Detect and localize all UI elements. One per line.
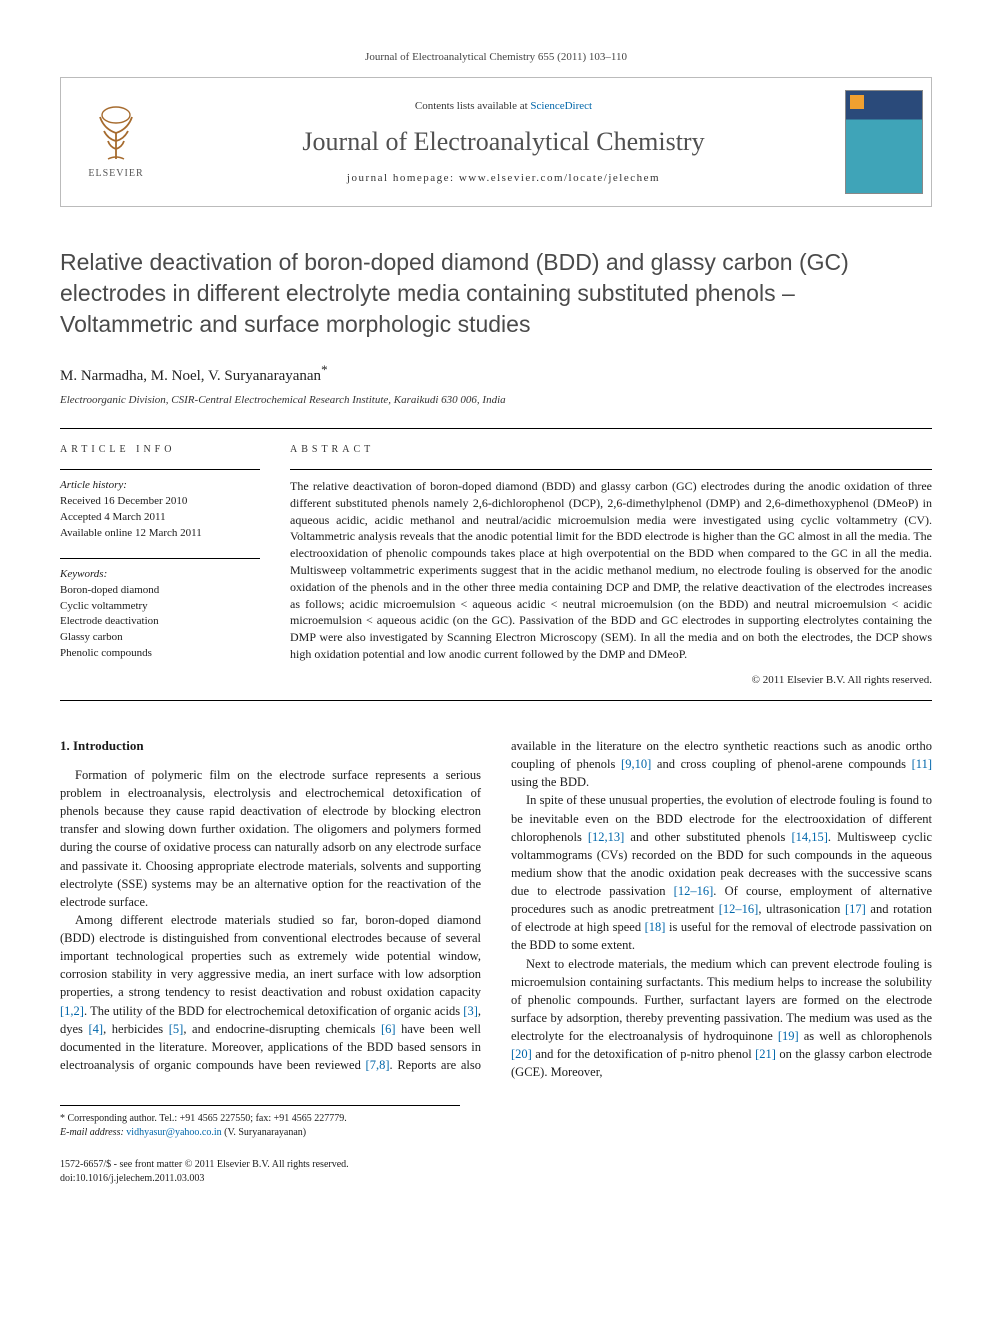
homepage-label: journal homepage:	[347, 172, 459, 184]
keywords-block: Keywords: Boron-doped diamond Cyclic vol…	[60, 567, 260, 663]
homepage-url[interactable]: www.elsevier.com/locate/jelechem	[459, 172, 660, 184]
citation-ref[interactable]: [12–16]	[719, 902, 759, 916]
citation-ref[interactable]: [20]	[511, 1047, 532, 1061]
article-page: Journal of Electroanalytical Chemistry 6…	[0, 0, 992, 1226]
body-text: , and endocrine-disrupting chemicals	[183, 1022, 381, 1036]
citation-ref[interactable]: [4]	[89, 1022, 104, 1036]
info-abstract-row: ARTICLE INFO Article history: Received 1…	[60, 428, 932, 701]
history-label: Article history:	[60, 478, 260, 494]
info-rule-2	[60, 558, 260, 559]
history-online: Available online 12 March 2011	[60, 526, 260, 542]
body-text: , herbicides	[103, 1022, 169, 1036]
article-info-column: ARTICLE INFO Article history: Received 1…	[60, 443, 260, 688]
authors-line: M. Narmadha, M. Noel, V. Suryanarayanan*	[60, 361, 932, 387]
abstract-column: ABSTRACT The relative deactivation of bo…	[290, 443, 932, 688]
journal-name: Journal of Electroanalytical Chemistry	[302, 124, 704, 160]
body-text: , ultrasonication	[758, 902, 845, 916]
article-info-label: ARTICLE INFO	[60, 443, 260, 457]
corresponding-author-footer: * Corresponding author. Tel.: +91 4565 2…	[60, 1105, 460, 1140]
issn-copyright-line: 1572-6657/$ - see front matter © 2011 El…	[60, 1158, 932, 1172]
keyword-item: Glassy carbon	[60, 630, 260, 646]
contents-prefix: Contents lists available at	[415, 100, 530, 112]
citation-ref[interactable]: [12,13]	[588, 830, 624, 844]
email-label: E-mail address:	[60, 1127, 124, 1138]
history-received: Received 16 December 2010	[60, 494, 260, 510]
citation-ref[interactable]: [12–16]	[674, 884, 714, 898]
abstract-text: The relative deactivation of boron-doped…	[290, 478, 932, 663]
citation-ref[interactable]: [11]	[912, 757, 932, 771]
affiliation: Electroorganic Division, CSIR-Central El…	[60, 393, 932, 408]
info-rule-1	[60, 469, 260, 470]
body-text: and other substituted phenols	[624, 830, 791, 844]
abstract-rule	[290, 469, 932, 470]
contents-lists-line: Contents lists available at ScienceDirec…	[415, 99, 592, 114]
citation-line: Journal of Electroanalytical Chemistry 6…	[60, 50, 932, 65]
corresponding-tel-fax: * Corresponding author. Tel.: +91 4565 2…	[60, 1112, 460, 1126]
body-paragraph: Formation of polymeric film on the elect…	[60, 766, 481, 911]
citation-ref[interactable]: [6]	[381, 1022, 396, 1036]
email-attribution: (V. Suryanarayanan)	[224, 1127, 306, 1138]
body-columns: 1. Introduction Formation of polymeric f…	[60, 737, 932, 1081]
cover-thumbnail-cell	[836, 78, 931, 206]
doi-line: doi:10.1016/j.jelechem.2011.03.003	[60, 1172, 932, 1186]
publisher-label: ELSEVIER	[88, 167, 143, 181]
keyword-item: Electrode deactivation	[60, 614, 260, 630]
body-text: as well as chlorophenols	[799, 1029, 932, 1043]
citation-ref[interactable]: [3]	[463, 1004, 478, 1018]
citation-ref[interactable]: [21]	[755, 1047, 776, 1061]
citation-ref[interactable]: [18]	[645, 920, 666, 934]
journal-cover-thumbnail	[845, 90, 923, 194]
article-title: Relative deactivation of boron-doped dia…	[60, 247, 932, 340]
history-accepted: Accepted 4 March 2011	[60, 510, 260, 526]
section-heading-introduction: 1. Introduction	[60, 737, 481, 756]
journal-homepage-line: journal homepage: www.elsevier.com/locat…	[347, 171, 660, 186]
body-text: and cross coupling of phenol-arene compo…	[651, 757, 911, 771]
keyword-item: Boron-doped diamond	[60, 583, 260, 599]
body-text: and for the detoxification of p-nitro ph…	[532, 1047, 755, 1061]
citation-ref[interactable]: [1,2]	[60, 1004, 84, 1018]
corresponding-email-link[interactable]: vidhyasur@yahoo.co.in	[126, 1127, 221, 1138]
elsevier-tree-icon	[86, 103, 146, 163]
authors-text: M. Narmadha, M. Noel, V. Suryanarayanan	[60, 368, 321, 384]
keywords-label: Keywords:	[60, 567, 260, 583]
abstract-label: ABSTRACT	[290, 443, 932, 457]
citation-ref[interactable]: [5]	[169, 1022, 184, 1036]
publisher-logo-cell: ELSEVIER	[61, 78, 171, 206]
journal-header: ELSEVIER Contents lists available at Sci…	[60, 77, 932, 207]
bottom-metadata: 1572-6657/$ - see front matter © 2011 El…	[60, 1158, 932, 1186]
citation-ref[interactable]: [9,10]	[621, 757, 651, 771]
body-paragraph: Next to electrode materials, the medium …	[511, 955, 932, 1082]
keyword-item: Cyclic voltammetry	[60, 599, 260, 615]
citation-ref[interactable]: [7,8]	[366, 1058, 390, 1072]
sciencedirect-link[interactable]: ScienceDirect	[530, 100, 592, 112]
header-middle: Contents lists available at ScienceDirec…	[171, 78, 836, 206]
citation-ref[interactable]: [19]	[778, 1029, 799, 1043]
corresponding-email-line: E-mail address: vidhyasur@yahoo.co.in (V…	[60, 1126, 460, 1140]
abstract-copyright: © 2011 Elsevier B.V. All rights reserved…	[290, 673, 932, 688]
body-paragraph: In spite of these unusual properties, th…	[511, 791, 932, 954]
corresponding-marker: *	[321, 362, 328, 377]
body-text: Among different electrode materials stud…	[60, 913, 481, 1000]
citation-ref[interactable]: [17]	[845, 902, 866, 916]
keyword-item: Phenolic compounds	[60, 646, 260, 662]
body-text: using the BDD.	[511, 775, 589, 789]
article-history-block: Article history: Received 16 December 20…	[60, 478, 260, 542]
citation-ref[interactable]: [14,15]	[791, 830, 827, 844]
body-text: . The utility of the BDD for electrochem…	[84, 1004, 463, 1018]
